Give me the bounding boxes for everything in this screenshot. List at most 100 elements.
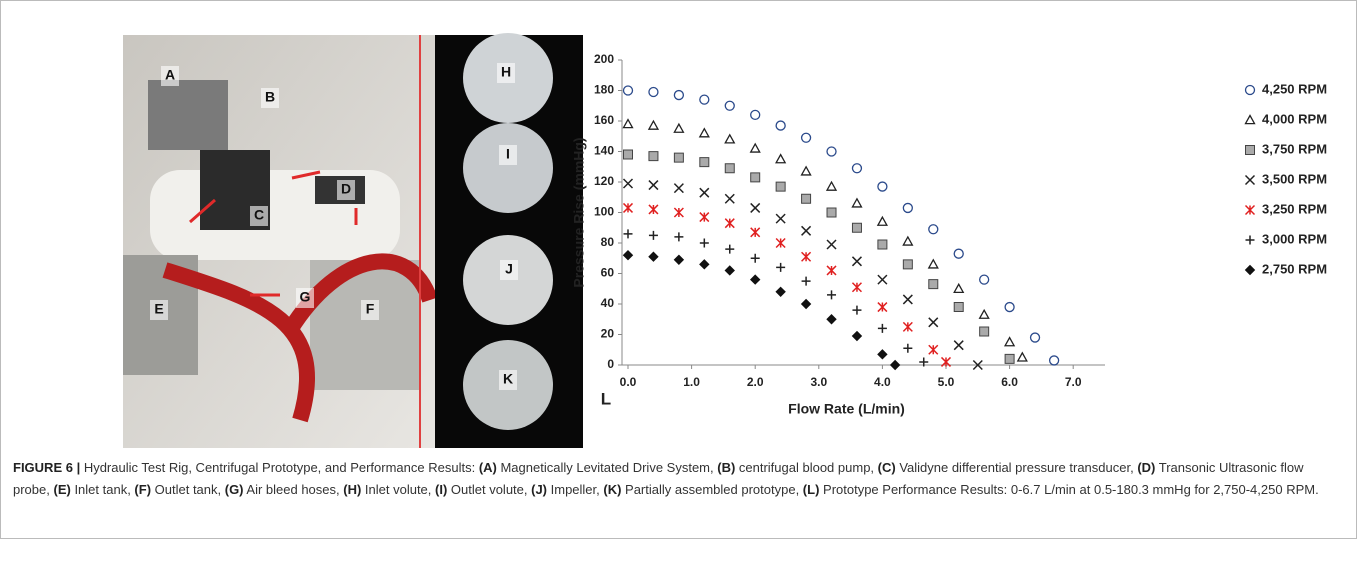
data-point: [851, 256, 862, 267]
data-point: [622, 249, 634, 261]
data-point: [673, 183, 684, 194]
data-point: [953, 340, 964, 351]
x-tick-label: 3.0: [810, 375, 827, 389]
x-tick-label: 1.0: [683, 375, 700, 389]
caption-label: (E): [53, 482, 71, 497]
data-point: [972, 359, 983, 371]
data-point: [699, 259, 710, 270]
photo-label: J: [505, 261, 513, 277]
caption-text: Inlet tank,: [70, 482, 135, 497]
data-point: [648, 180, 659, 191]
photo-label: A: [165, 67, 175, 83]
data-point: [928, 344, 939, 355]
data-point: [623, 149, 633, 160]
data-point: [775, 153, 787, 164]
photo-label-bg: [500, 260, 518, 280]
photo-label: C: [254, 207, 264, 223]
x-tick-label: 2.0: [747, 375, 764, 389]
y-tick-label: 160: [594, 113, 614, 127]
data-point: [877, 274, 888, 285]
data-point: [1016, 351, 1028, 362]
data-point: [851, 222, 862, 233]
y-tick-label: 200: [594, 52, 614, 66]
y-tick-label: 100: [594, 205, 614, 219]
data-point: [724, 265, 735, 276]
data-point: [724, 133, 736, 144]
data-point: [851, 282, 862, 293]
caption-label: (L): [802, 482, 820, 497]
data-point: [648, 151, 659, 162]
data-point: [800, 132, 812, 143]
data-point: [953, 302, 964, 313]
data-point: [673, 207, 684, 218]
photo-label: E: [154, 301, 163, 317]
photo-label-bg: [150, 300, 168, 320]
data-point: [928, 317, 939, 328]
caption-text: Outlet tank,: [151, 482, 225, 497]
data-point: [647, 119, 660, 130]
data-point: [876, 215, 889, 226]
data-point: [724, 100, 735, 111]
data-point: [801, 276, 811, 286]
data-point: [673, 152, 684, 163]
photo-label-bg: [296, 288, 314, 308]
photo-label: I: [506, 146, 510, 162]
caption-text: Impeller,: [547, 482, 604, 497]
photo-label: K: [503, 371, 513, 387]
data-point: [928, 279, 939, 290]
y-tick-label: 20: [601, 327, 615, 341]
data-point: [775, 120, 786, 131]
caption-label: (H): [343, 482, 362, 497]
data-point: [699, 157, 710, 168]
caption-text: Validyne differential pressure transduce…: [895, 460, 1138, 475]
data-point: [674, 232, 684, 242]
data-point: [622, 85, 634, 96]
photo-label-bg: [497, 63, 515, 83]
data-point: [775, 237, 786, 249]
data-point: [724, 163, 735, 174]
photo-label: D: [341, 181, 351, 197]
y-tick-label: 80: [601, 235, 615, 249]
panel-label: L: [601, 389, 611, 408]
caption-text: Prototype Performance Results: 0-6.7 L/m…: [819, 482, 1319, 497]
legend-label: 3,000 RPM: [1262, 231, 1327, 246]
data-point: [889, 359, 901, 371]
data-point: [699, 187, 710, 198]
photo-label-bg: [499, 145, 517, 165]
data-point: [978, 308, 990, 319]
caption-label: (B): [717, 460, 736, 475]
legend-label: 3,250 RPM: [1262, 201, 1327, 216]
data-point: [750, 253, 760, 263]
legend-marker: [1245, 235, 1255, 245]
photo-label: B: [265, 89, 275, 105]
data-point: [851, 330, 863, 342]
data-point: [800, 298, 812, 310]
data-point: [775, 181, 786, 192]
data-point: [851, 163, 863, 174]
data-point: [903, 343, 913, 353]
data-point: [623, 229, 633, 239]
legend-marker: [1244, 84, 1256, 96]
data-point: [673, 254, 685, 265]
data-point: [877, 302, 888, 313]
data-point: [775, 213, 786, 224]
caption-text: Outlet volute,: [447, 482, 532, 497]
data-point: [1004, 353, 1015, 364]
data-point: [622, 202, 634, 213]
x-axis-title: Flow Rate (L/min): [788, 401, 905, 417]
caption-text: centrifugal blood pump,: [735, 460, 878, 475]
data-point: [826, 239, 837, 250]
caption-label: (D): [1137, 460, 1156, 475]
data-point: [851, 197, 863, 208]
data-point: [979, 274, 990, 285]
y-tick-label: 140: [594, 144, 614, 158]
data-point: [826, 146, 837, 157]
x-tick-label: 6.0: [1001, 375, 1018, 389]
data-point: [953, 248, 964, 259]
data-point: [648, 86, 659, 98]
data-point: [724, 218, 735, 229]
data-point: [919, 357, 929, 367]
data-point: [749, 274, 761, 285]
